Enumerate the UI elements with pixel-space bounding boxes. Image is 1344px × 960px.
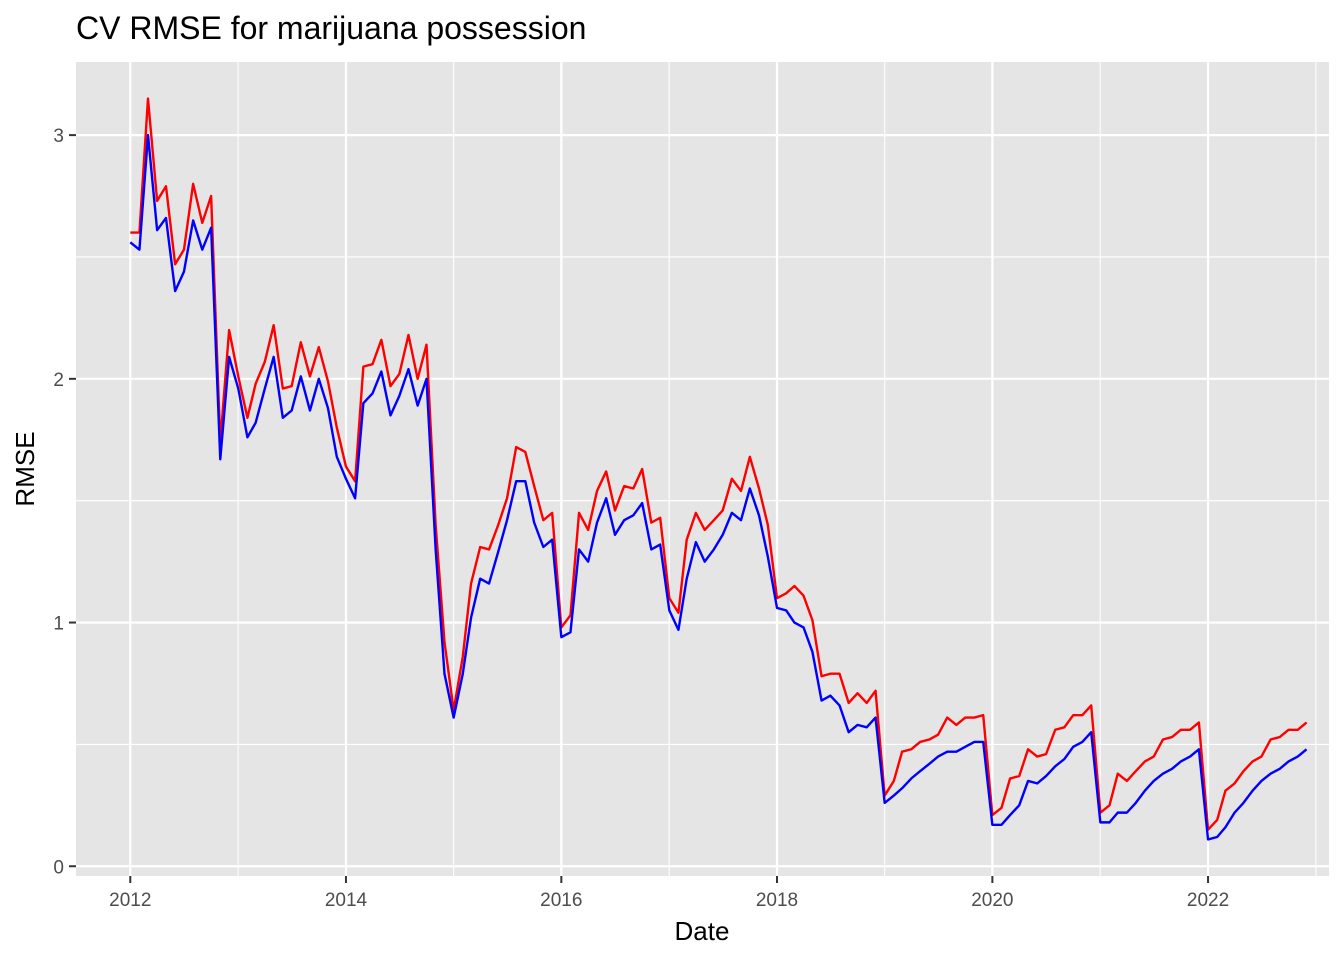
series-layer — [129, 97, 1308, 841]
grid-minor — [76, 62, 1329, 876]
y-axis: 0 1 2 3 — [53, 126, 76, 878]
plot-panel — [76, 62, 1329, 876]
chart-title: CV RMSE for marijuana possession — [76, 10, 586, 46]
grid-major — [76, 62, 1329, 876]
y-tick-label: 3 — [53, 126, 64, 147]
y-tick-label: 1 — [53, 614, 64, 635]
x-tick-label: 2012 — [109, 890, 151, 911]
y-tick-label: 0 — [53, 857, 64, 878]
y-tick-label: 2 — [53, 370, 64, 391]
y-axis-title: RMSE — [10, 431, 40, 506]
x-tick-label: 2014 — [325, 890, 368, 911]
x-tick-label: 2020 — [971, 890, 1013, 911]
x-tick-label: 2018 — [756, 890, 798, 911]
series-line-1 — [130, 97, 1308, 831]
x-axis-title: Date — [675, 916, 730, 946]
x-axis: 2012 2014 2016 2018 2020 2022 — [109, 876, 1229, 911]
x-tick-label: 2016 — [540, 890, 582, 911]
x-tick-label: 2022 — [1187, 890, 1229, 911]
series-line-2 — [129, 133, 1308, 841]
